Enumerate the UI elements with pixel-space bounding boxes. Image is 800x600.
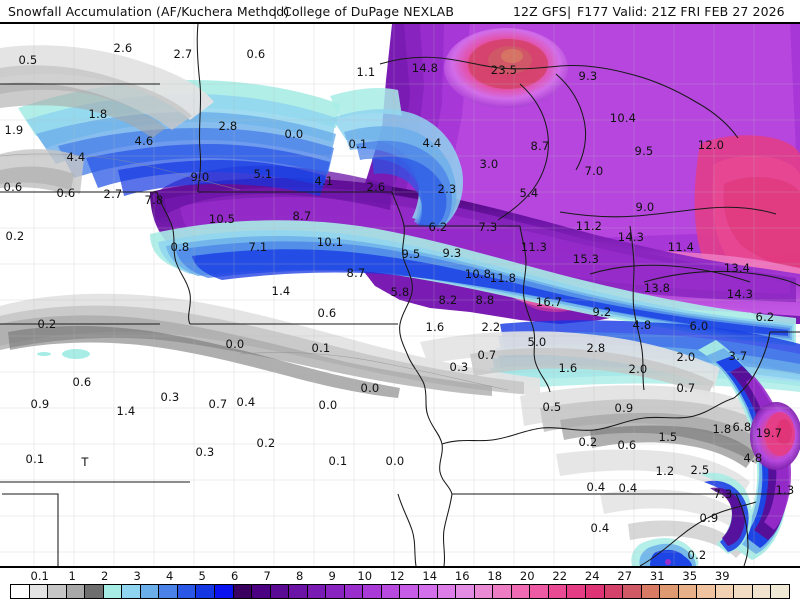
colorbar-swatch[interactable] xyxy=(29,585,49,598)
colorbar-swatch[interactable] xyxy=(381,585,401,598)
colorbar-swatch[interactable] xyxy=(215,585,234,598)
colorbar-swatch[interactable] xyxy=(660,585,679,598)
forecast-map-canvas[interactable]: 0.5 2.6 2.7 0.6 1.1 14.8 23.5 9.3 1.9 1.8 2.8 0.0 0.… xyxy=(0,24,800,566)
colorbar-swatch[interactable] xyxy=(548,585,568,598)
state-boundaries xyxy=(0,24,800,566)
colorbar-swatch[interactable] xyxy=(252,585,271,598)
colorbar-tick: 3 xyxy=(133,569,141,583)
forecast-valid-label: F177 Valid: 21Z FRI FEB 27 2026 xyxy=(577,4,785,19)
colorbar-swatch[interactable] xyxy=(585,585,605,598)
title-separator: | xyxy=(273,4,278,19)
colorbar-tick: 0.1 xyxy=(30,569,49,583)
colorbar-swatch[interactable] xyxy=(641,585,661,598)
colorbar-swatch[interactable] xyxy=(85,585,104,598)
colorbar-swatch[interactable] xyxy=(623,585,642,598)
colorbar-tick: 1 xyxy=(68,569,76,583)
colorbar-swatch[interactable] xyxy=(11,585,30,598)
colorbar-swatch[interactable] xyxy=(678,585,698,598)
colorbar-tick: 14 xyxy=(422,569,438,583)
colorbar-tick: 12 xyxy=(389,569,405,583)
colorbar-swatch[interactable] xyxy=(493,585,512,598)
colorbar-swatch[interactable] xyxy=(270,585,290,598)
colorbar-swatch[interactable] xyxy=(771,585,789,598)
colorbar-swatches[interactable] xyxy=(10,584,790,599)
page-title: Snowfall Accumulation (AF/Kuchera Method… xyxy=(8,4,290,19)
colorbar-swatch[interactable] xyxy=(307,585,327,598)
colorbar-swatch[interactable] xyxy=(456,585,475,598)
colorbar-swatch[interactable] xyxy=(734,585,753,598)
colorbar-swatch[interactable] xyxy=(715,585,735,598)
colorbar-swatch[interactable] xyxy=(196,585,216,598)
colorbar-tick: 24 xyxy=(584,569,600,583)
colorbar-swatch[interactable] xyxy=(400,585,420,598)
colorbar-tick-labels: 0.1 1 2 3 4 5 6 7 8 9 10 12 14 16 18 20 22 24 27 31 35 39 xyxy=(0,568,800,583)
colorbar-swatch[interactable] xyxy=(140,585,160,598)
colorbar-swatch[interactable] xyxy=(326,585,345,598)
colorbar-swatch[interactable] xyxy=(122,585,141,598)
title-separator-2: | xyxy=(567,4,572,19)
colorbar-swatch[interactable] xyxy=(474,585,494,598)
colorbar-tick: 20 xyxy=(519,569,535,583)
colorbar-tick: 9 xyxy=(328,569,336,583)
model-run-label: 12Z GFS xyxy=(513,4,567,19)
colorbar-tick: 27 xyxy=(617,569,633,583)
colorbar-tick: 35 xyxy=(682,569,698,583)
colorbar-swatch[interactable] xyxy=(177,585,197,598)
colorbar-tick: 31 xyxy=(649,569,665,583)
colorbar-swatch[interactable] xyxy=(344,585,364,598)
colorbar-tick: 6 xyxy=(231,569,239,583)
colorbar-tick: 5 xyxy=(198,569,206,583)
snowfall-contour-field xyxy=(0,24,800,566)
colorbar-tick: 18 xyxy=(487,569,503,583)
colorbar-tick: 10 xyxy=(357,569,373,583)
colorbar-swatch[interactable] xyxy=(604,585,624,598)
colorbar-swatch[interactable] xyxy=(289,585,308,598)
colorbar-swatch[interactable] xyxy=(103,585,123,598)
colorbar-swatch[interactable] xyxy=(511,585,531,598)
colorbar-swatch[interactable] xyxy=(437,585,457,598)
colorbar-tick: 22 xyxy=(552,569,568,583)
colorbar-tick: 2 xyxy=(101,569,109,583)
data-source-label: College of DuPage NEXLAB xyxy=(283,4,455,19)
colorbar-tick: 8 xyxy=(296,569,304,583)
colorbar-tick: 16 xyxy=(454,569,470,583)
header-bar: Snowfall Accumulation (AF/Kuchera Method… xyxy=(0,0,800,24)
colorbar-tick: 7 xyxy=(263,569,271,583)
colorbar-swatch[interactable] xyxy=(233,585,253,598)
colorbar-swatch[interactable] xyxy=(363,585,382,598)
colorbar-tick: 39 xyxy=(714,569,730,583)
colorbar-swatch[interactable] xyxy=(419,585,438,598)
colorbar-swatch[interactable] xyxy=(530,585,549,598)
colorbar-swatch[interactable] xyxy=(66,585,86,598)
colorbar-swatch[interactable] xyxy=(697,585,716,598)
colorbar-swatch[interactable] xyxy=(567,585,586,598)
colorbar-swatch[interactable] xyxy=(48,585,67,598)
county-lines xyxy=(0,24,800,566)
colorbar-legend: 0.1 1 2 3 4 5 6 7 8 9 10 12 14 16 18 20 22 24 27 31 35 39 xyxy=(0,566,800,600)
colorbar-tick: 4 xyxy=(166,569,174,583)
colorbar-swatch[interactable] xyxy=(752,585,772,598)
colorbar-swatch[interactable] xyxy=(159,585,178,598)
